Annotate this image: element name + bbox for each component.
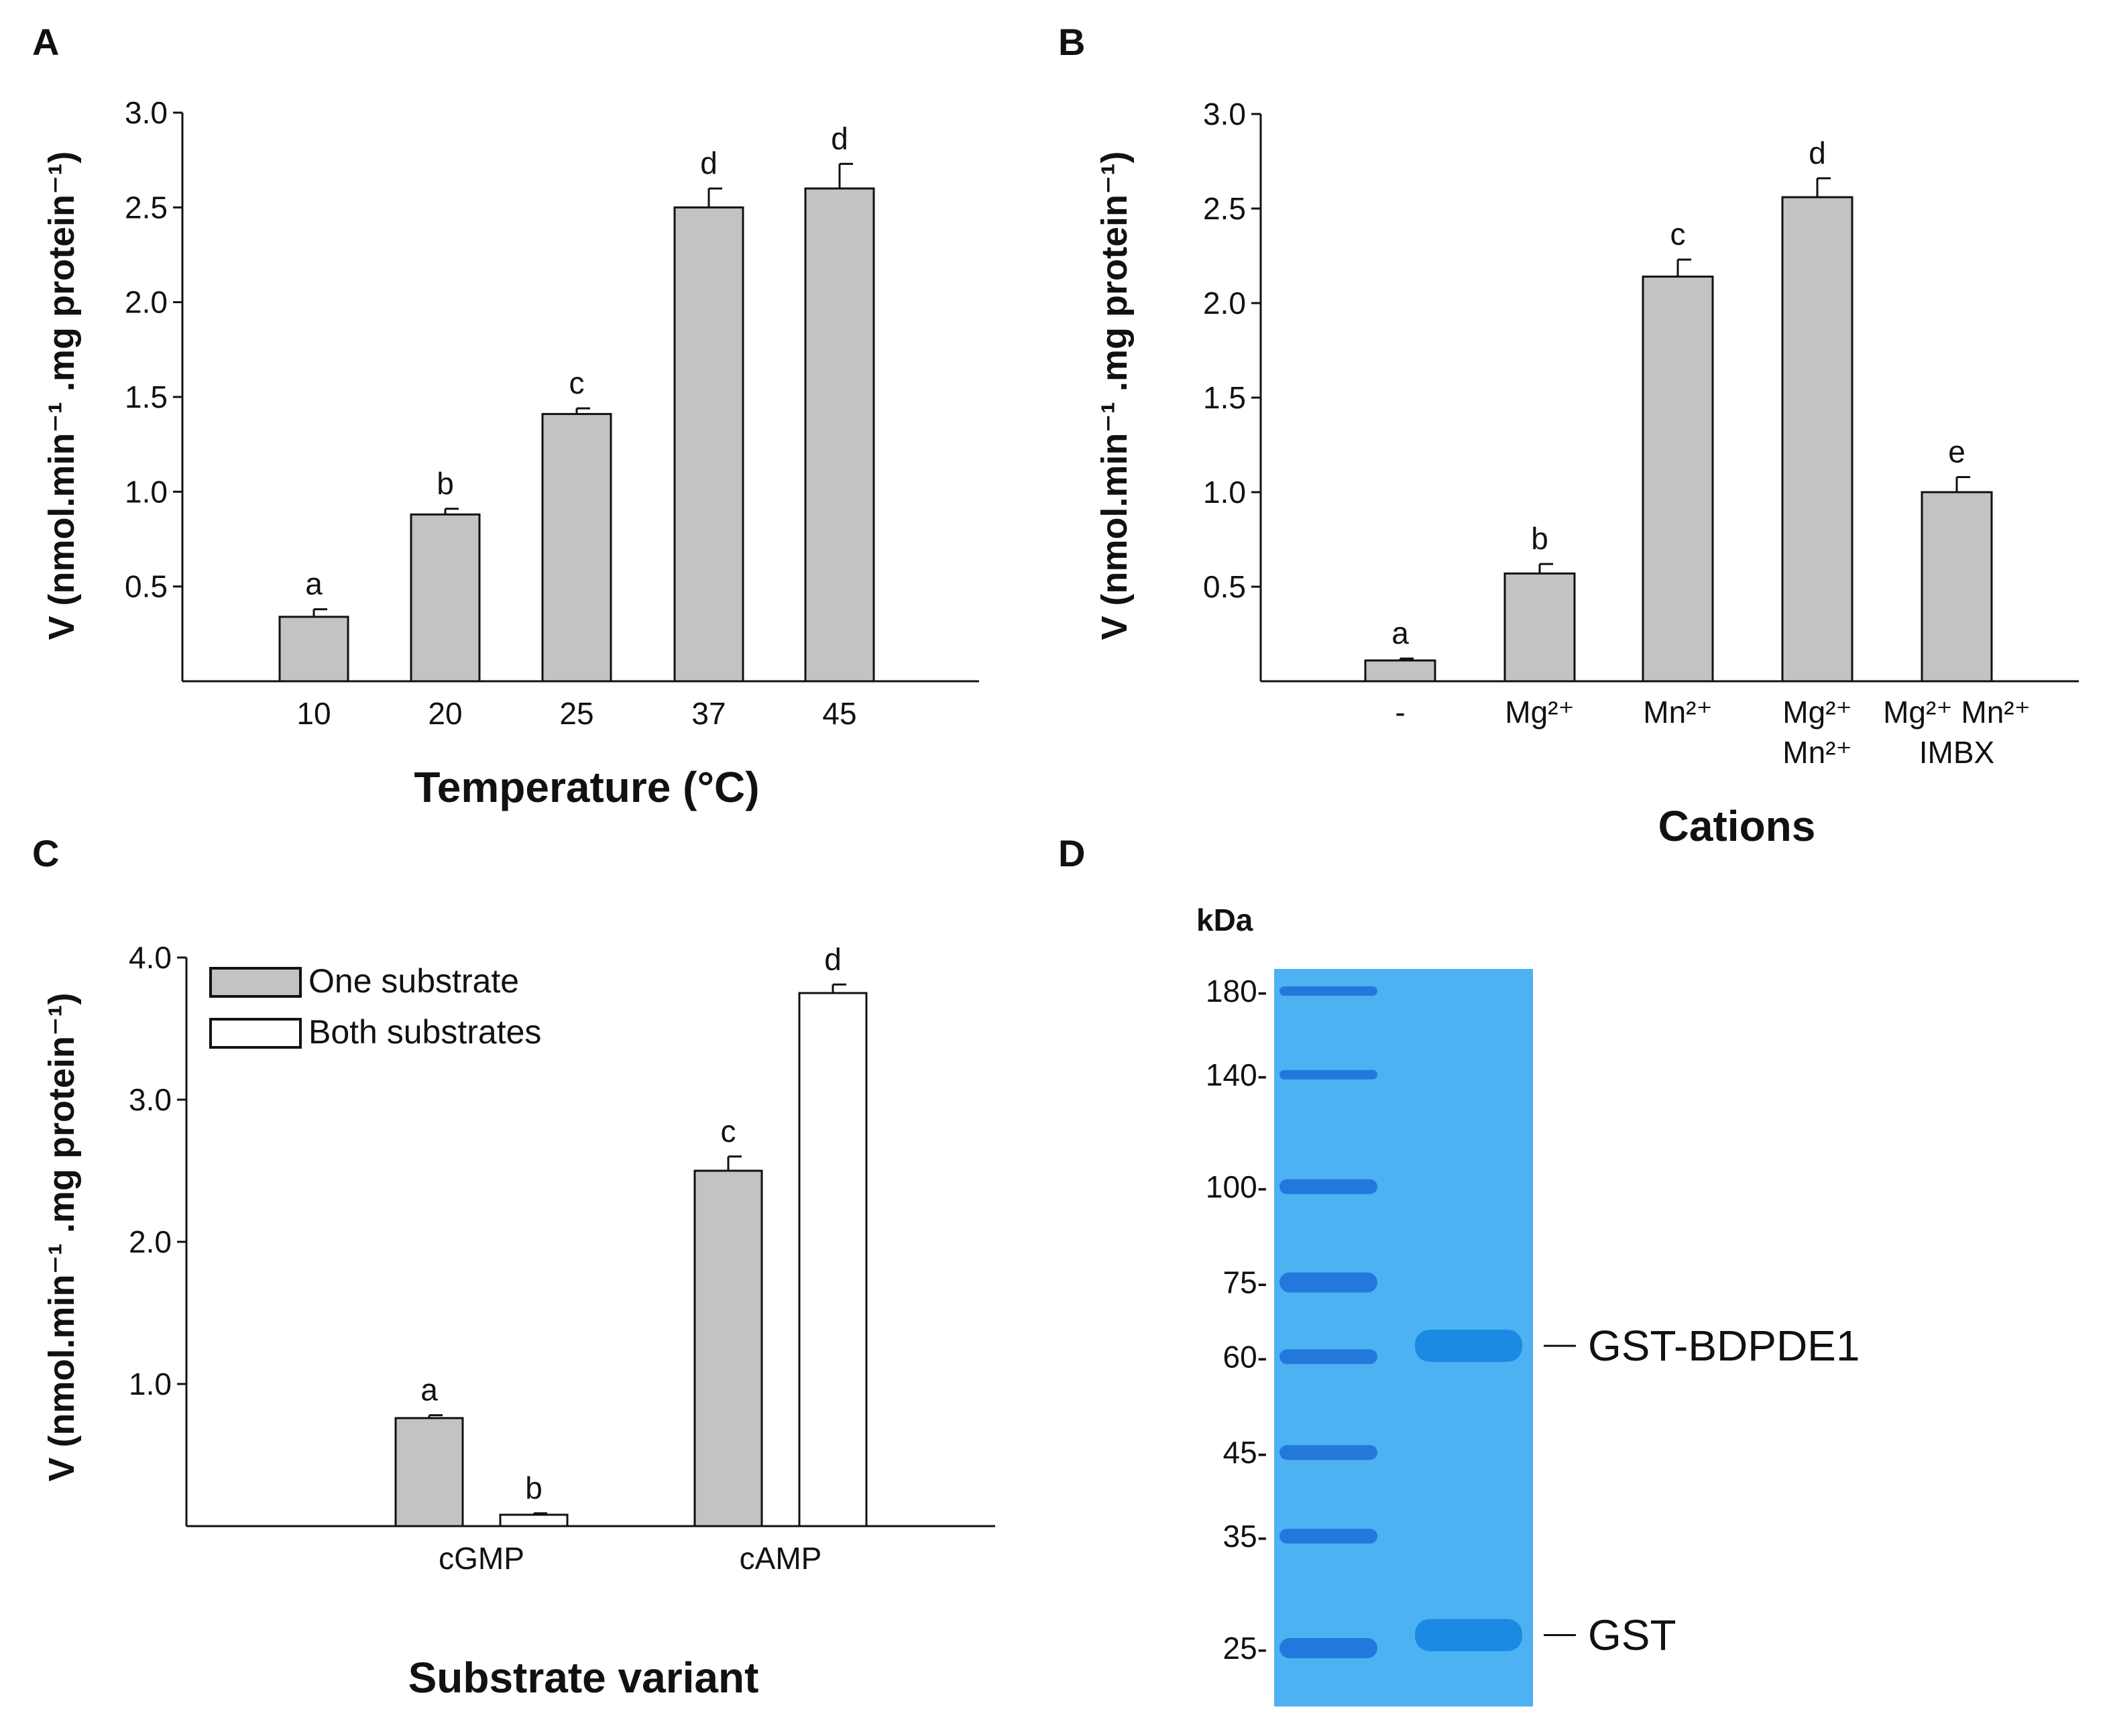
bar-c-cAMP-0 xyxy=(693,1169,763,1527)
gel-unit-label: kDa xyxy=(1196,903,1253,937)
significance-letter: b xyxy=(525,1470,543,1505)
y-tick-label: 2.0 xyxy=(1203,286,1246,321)
bar-a-45 xyxy=(804,187,875,683)
y-tick-label: 1.0 xyxy=(125,474,168,509)
significance-letter: a xyxy=(305,567,323,601)
significance-letter: d xyxy=(700,146,718,180)
significance-letter: d xyxy=(1809,135,1826,170)
x-axis-label-c: Substrate variant xyxy=(408,1654,759,1702)
bar-b-2 xyxy=(1642,276,1714,683)
chart-panel-b: V (nmol.min⁻¹ .mg protein⁻¹) Cations 0.5… xyxy=(1094,97,2079,850)
x-tick-label: Mn²⁺ xyxy=(1643,695,1713,730)
significance-letter: c xyxy=(569,365,585,400)
ladder-label: 35- xyxy=(1223,1519,1267,1554)
y-axis-label-c: V (nmol.min⁻¹ .mg protein⁻¹) xyxy=(42,993,82,1482)
y-tick-label: 3.0 xyxy=(1203,97,1246,131)
y-tick-label: 2.5 xyxy=(125,190,168,225)
ladder-band xyxy=(1279,1349,1377,1365)
bar-b-3 xyxy=(1781,196,1854,683)
x-tick-label: - xyxy=(1395,695,1405,730)
ladder-band xyxy=(1279,1069,1377,1080)
protein-band xyxy=(1415,1619,1522,1652)
panel-label-c: C xyxy=(32,832,59,874)
y-tick-label: 2.5 xyxy=(1203,191,1246,226)
y-tick-label: 2.0 xyxy=(125,285,168,320)
y-tick-label: 1.0 xyxy=(1203,475,1246,510)
band-label: GST-BDPDE1 xyxy=(1588,1322,1860,1370)
legend-swatch-1 xyxy=(209,1018,302,1049)
y-tick-label: 0.5 xyxy=(1203,569,1246,604)
bar-a-25 xyxy=(541,412,612,683)
significance-letter: a xyxy=(420,1373,438,1407)
y-tick-label: 1.5 xyxy=(125,380,168,414)
y-tick-label: 2.0 xyxy=(129,1224,172,1259)
x-axis-label-b: Cations xyxy=(1658,802,1816,850)
x-tick-label: cGMP xyxy=(439,1541,524,1576)
x-tick-label: 45 xyxy=(822,696,856,731)
significance-letter: b xyxy=(437,466,454,501)
bar-a-37 xyxy=(673,206,744,683)
legend-label: Both substrates xyxy=(308,1013,541,1051)
bar-c-cGMP-0 xyxy=(394,1417,464,1527)
y-tick-label: 3.0 xyxy=(125,95,168,130)
panel-label-b: B xyxy=(1058,21,1085,63)
significance-letter: c xyxy=(1670,217,1686,251)
significance-letter: b xyxy=(1531,521,1548,556)
band-label: GST xyxy=(1588,1611,1676,1660)
ladder-band xyxy=(1279,986,1377,996)
significance-letter: d xyxy=(824,941,842,976)
ladder-label: 140- xyxy=(1206,1057,1267,1092)
protein-band xyxy=(1415,1330,1522,1363)
bar-a-20 xyxy=(410,513,481,683)
chart-panel-a: V (nmol.min⁻¹ .mg protein⁻¹) Temperature… xyxy=(42,95,979,811)
x-tick-label: 20 xyxy=(428,696,462,731)
significance-letter: e xyxy=(1948,434,1965,469)
x-tick-label: Mg²⁺ xyxy=(1505,695,1575,730)
bar-c-cAMP-1 xyxy=(798,992,868,1527)
ladder-label: 180- xyxy=(1206,974,1267,1008)
panel-label-d: D xyxy=(1058,832,1085,874)
x-tick-label: 25 xyxy=(559,696,593,731)
bar-c-cGMP-1 xyxy=(499,1513,569,1527)
panel-label-a: A xyxy=(32,21,59,63)
x-tick-label-line2: IMBX xyxy=(1919,735,1994,770)
bar-b-1 xyxy=(1503,572,1576,683)
x-axis-label-a: Temperature (°C) xyxy=(414,763,759,811)
y-tick-label: 4.0 xyxy=(129,940,172,975)
bar-b-0 xyxy=(1364,659,1436,683)
x-tick-label: 37 xyxy=(691,696,726,731)
x-tick-label-line2: Mn²⁺ xyxy=(1782,735,1852,770)
ladder-label: 75- xyxy=(1223,1265,1267,1300)
significance-letter: a xyxy=(1391,616,1409,650)
bar-b-4 xyxy=(1921,491,1993,683)
gel-panel-d: kDa 180- 140- 100- 75- 60- 45- 35- 25- GST-BDPDE… xyxy=(1196,903,1860,1706)
y-tick-label: 3.0 xyxy=(129,1082,172,1117)
x-tick-label: Mg²⁺ xyxy=(1782,695,1852,730)
ladder-band xyxy=(1279,1445,1377,1460)
ladder-label: 100- xyxy=(1206,1169,1267,1204)
y-tick-label: 1.5 xyxy=(1203,380,1246,415)
x-tick-label: Mg²⁺ Mn²⁺ xyxy=(1883,695,2031,730)
x-tick-label: 10 xyxy=(296,696,331,731)
x-tick-label: cAMP xyxy=(740,1541,822,1576)
y-axis-label-a: V (nmol.min⁻¹ .mg protein⁻¹) xyxy=(42,152,82,640)
ladder-band xyxy=(1279,1638,1377,1658)
legend-swatch-0 xyxy=(209,967,302,998)
significance-letter: c xyxy=(721,1114,736,1149)
ladder-band xyxy=(1279,1528,1377,1544)
y-tick-label: 0.5 xyxy=(125,569,168,604)
ladder-label: 45- xyxy=(1223,1435,1267,1470)
y-tick-label: 1.0 xyxy=(129,1367,172,1401)
ladder-band xyxy=(1279,1272,1377,1293)
chart-panel-c: V (nmol.min⁻¹ .mg protein⁻¹) Substrate v… xyxy=(42,940,995,1702)
ladder-label: 60- xyxy=(1223,1339,1267,1374)
y-axis-label-b: V (nmol.min⁻¹ .mg protein⁻¹) xyxy=(1094,152,1135,640)
ladder-label: 25- xyxy=(1223,1631,1267,1666)
legend-label: One substrate xyxy=(308,962,519,1000)
significance-letter: d xyxy=(831,121,848,156)
ladder-band xyxy=(1279,1179,1377,1194)
bar-a-10 xyxy=(278,616,349,683)
